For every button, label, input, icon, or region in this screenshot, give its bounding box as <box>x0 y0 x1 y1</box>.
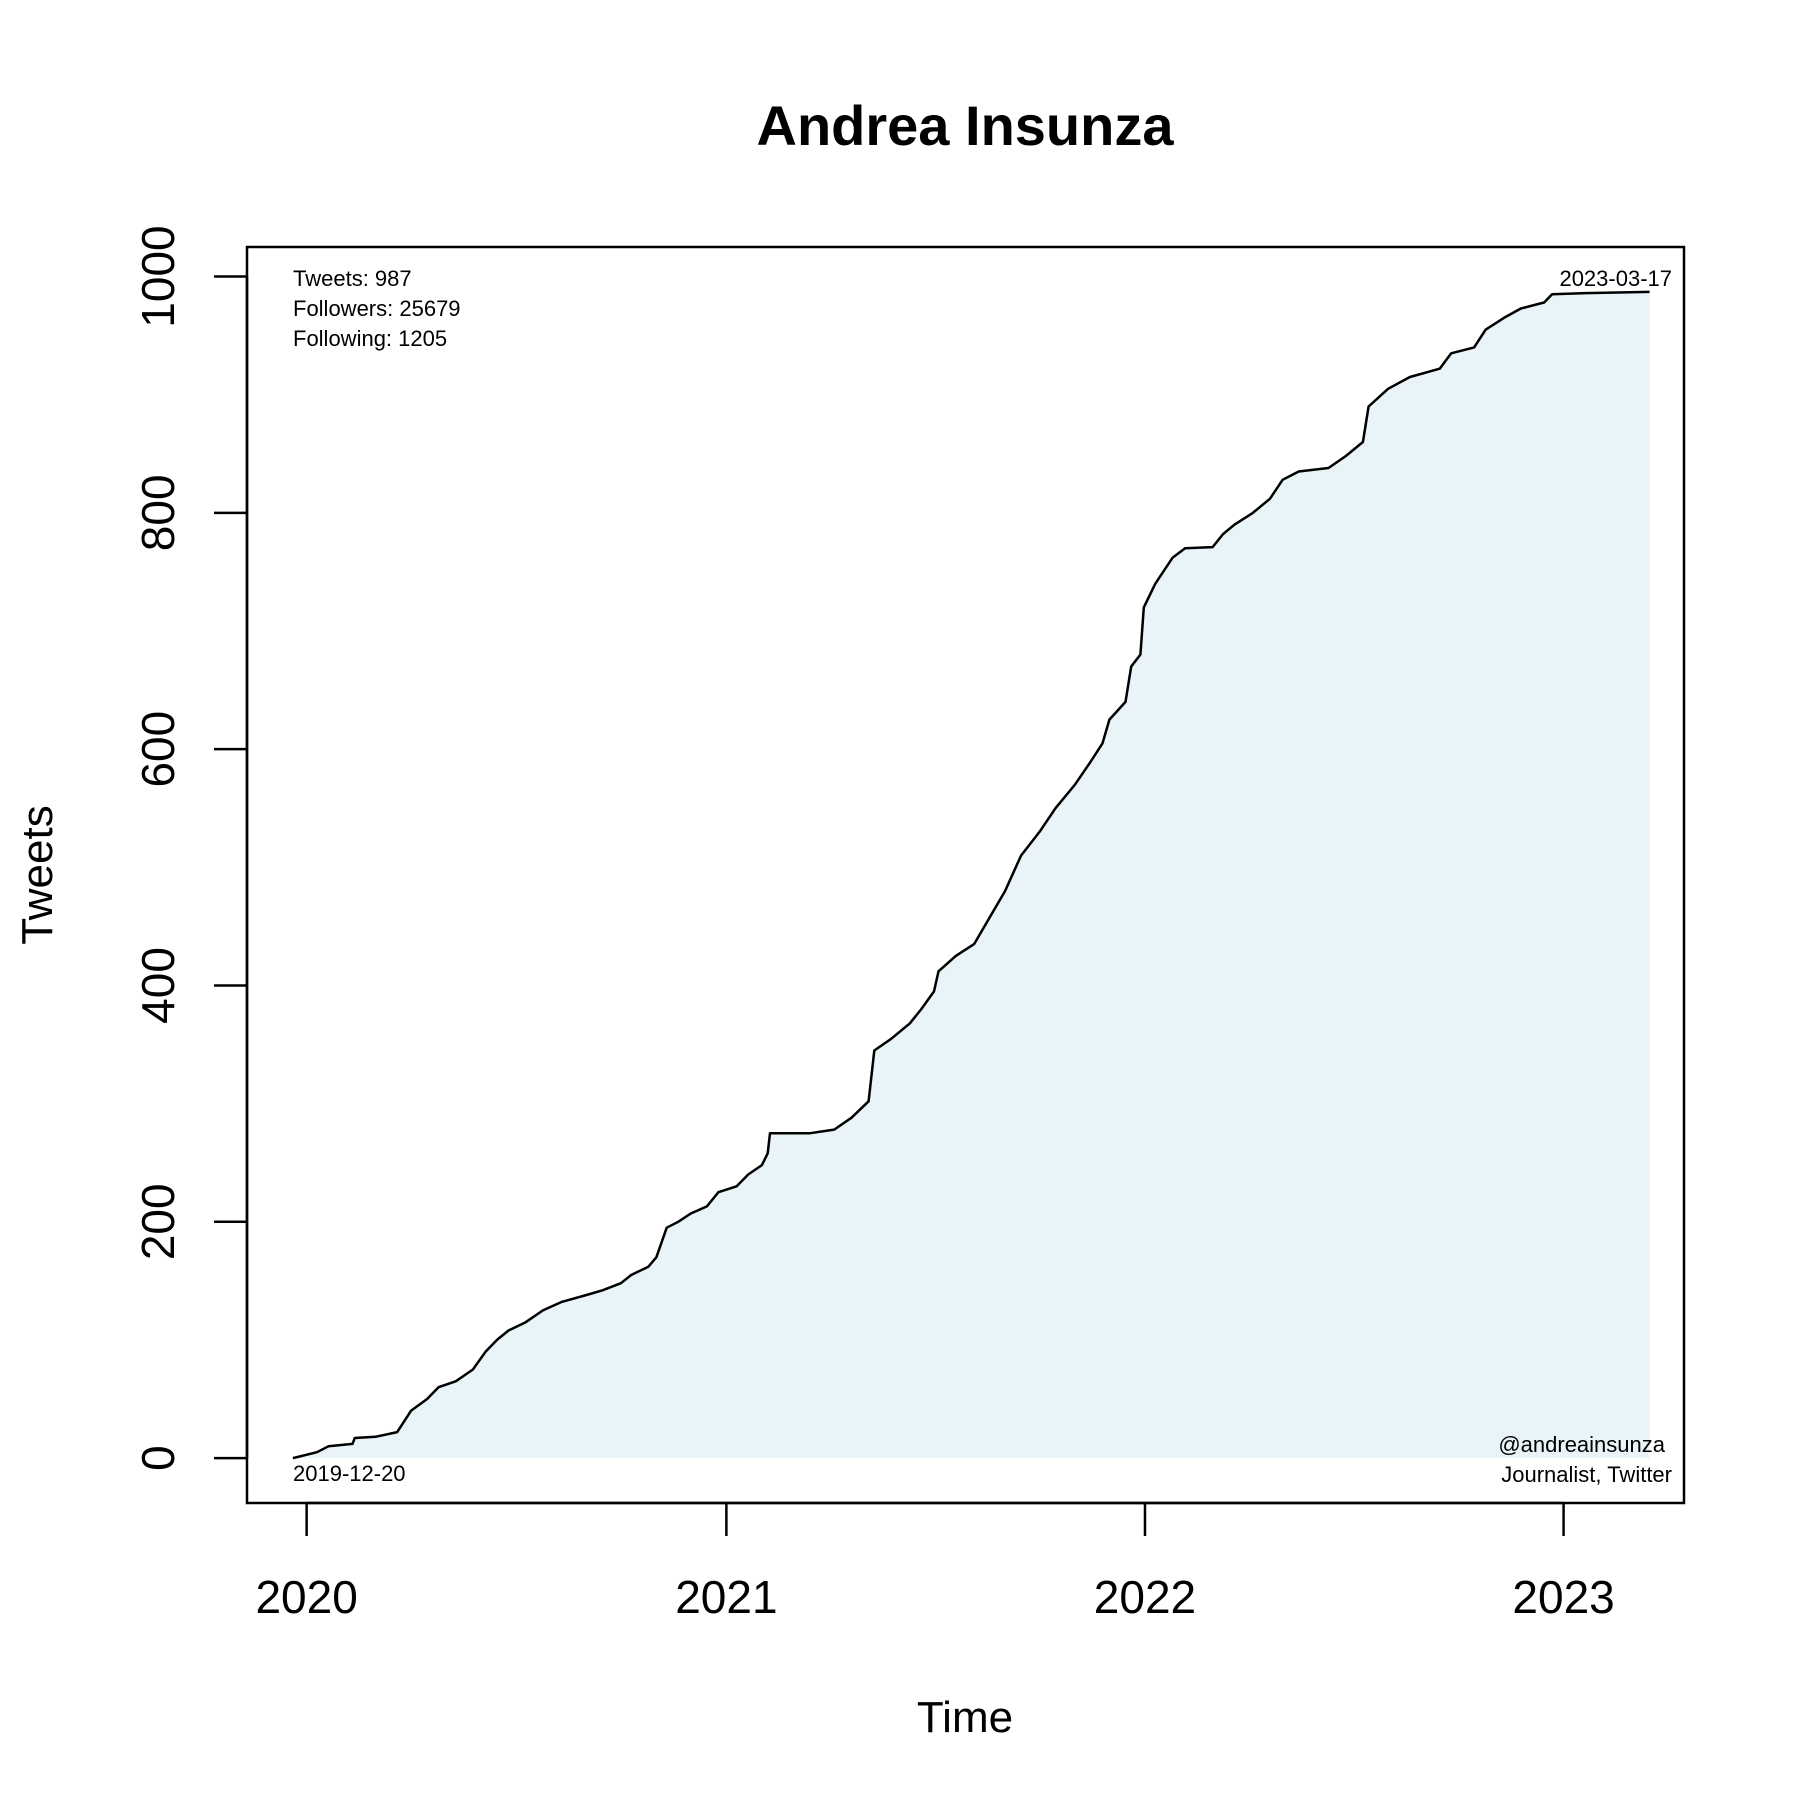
stats-following: Following: 1205 <box>293 326 447 351</box>
x-tick-label: 2021 <box>675 1571 777 1623</box>
description-label: Journalist, Twitter <box>1501 1462 1672 1487</box>
cumulative-line <box>292 290 1650 1460</box>
y-axis: 0 200 400 600 800 1000 <box>132 225 249 1471</box>
x-tick-label: 2020 <box>255 1571 357 1623</box>
cumulative-area <box>292 291 1650 1459</box>
handle-label: @andreainsunza <box>1498 1432 1665 1457</box>
x-axis-title: Time <box>917 1693 1013 1742</box>
y-tick-label: 800 <box>132 474 184 551</box>
y-axis-title: Tweets <box>13 805 62 944</box>
x-axis: 2020 2021 2022 2023 <box>255 1501 1615 1623</box>
start-date-label: 2019-12-20 <box>293 1461 406 1486</box>
end-date-label: 2023-03-17 <box>1559 266 1672 291</box>
stats-tweets: Tweets: 987 <box>293 266 412 291</box>
x-tick-label: 2023 <box>1512 1571 1614 1623</box>
y-tick-label: 600 <box>132 711 184 788</box>
chart-title: Andrea Insunza <box>757 94 1175 157</box>
stats-followers: Followers: 25679 <box>293 296 461 321</box>
x-tick-label: 2022 <box>1094 1571 1196 1623</box>
y-tick-label: 0 <box>132 1445 184 1471</box>
y-tick-label: 1000 <box>132 225 184 327</box>
stats-annotation: Tweets: 987 Followers: 25679 Following: … <box>293 266 461 351</box>
y-tick-label: 200 <box>132 1183 184 1260</box>
y-tick-label: 400 <box>132 947 184 1024</box>
